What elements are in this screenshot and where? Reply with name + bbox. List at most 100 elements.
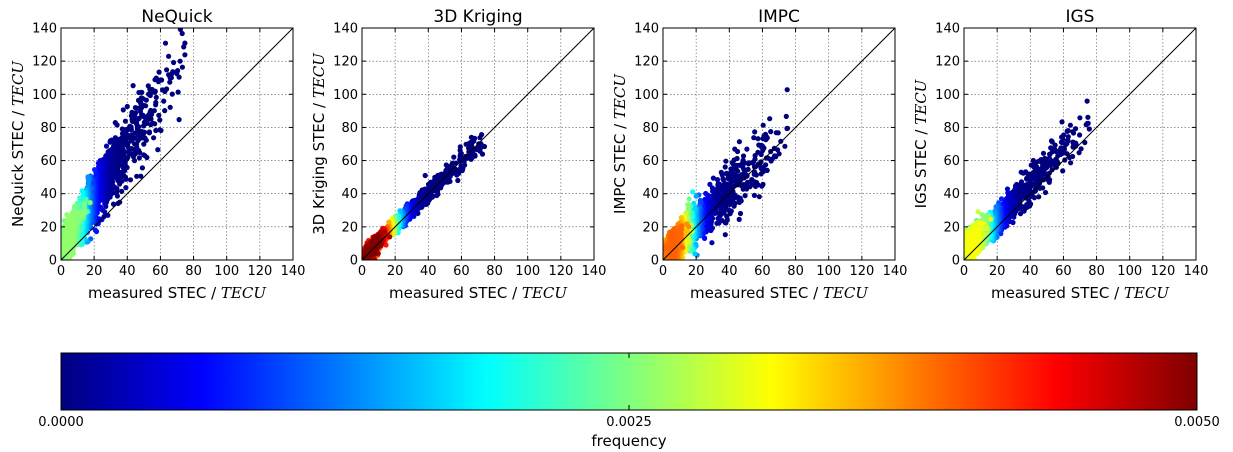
data-point xyxy=(153,102,159,108)
data-point xyxy=(162,40,169,46)
data-point xyxy=(77,195,83,201)
y-axis-unit: TECU xyxy=(9,60,27,106)
data-point xyxy=(744,146,750,152)
data-point xyxy=(136,155,142,161)
data-point xyxy=(422,172,428,179)
y-tick-label: 140 xyxy=(333,22,358,37)
data-point xyxy=(166,72,172,78)
data-point xyxy=(723,158,729,164)
identity-line xyxy=(61,28,293,260)
data-point xyxy=(75,210,81,216)
data-point xyxy=(177,28,183,32)
identity-line xyxy=(362,28,594,260)
y-tick-label: 60 xyxy=(341,154,358,169)
y-tick-label: 60 xyxy=(40,154,57,169)
data-point xyxy=(146,91,152,97)
data-point xyxy=(161,98,167,104)
data-point xyxy=(782,143,788,149)
data-point xyxy=(166,53,172,59)
x-tick-label: 0 xyxy=(358,264,366,279)
data-point xyxy=(752,129,758,135)
scatter-panel-2: 0 20 40 60 80 100 120 140020406080100120140IMPC… xyxy=(611,7,907,302)
data-point xyxy=(160,87,166,93)
x-axis-label-text: measured STEC / xyxy=(88,284,221,302)
data-point xyxy=(457,156,463,162)
data-point xyxy=(182,52,188,58)
data-point xyxy=(131,158,138,164)
data-point xyxy=(740,153,747,159)
data-point xyxy=(141,123,147,129)
data-point xyxy=(134,173,140,179)
data-point xyxy=(119,130,126,137)
data-point xyxy=(382,229,388,235)
data-point xyxy=(434,192,440,199)
data-point xyxy=(443,162,449,168)
data-point xyxy=(92,167,98,173)
x-tick-label: 40 xyxy=(420,264,437,279)
data-point xyxy=(139,165,145,171)
data-point xyxy=(167,79,173,85)
data-point xyxy=(135,97,142,103)
data-point xyxy=(386,219,392,225)
y-tick-label: 120 xyxy=(333,55,358,70)
y-tick-label: 140 xyxy=(32,22,57,37)
data-point xyxy=(363,248,369,254)
data-point xyxy=(369,251,375,257)
x-tick-label: 0 xyxy=(57,264,65,279)
data-point xyxy=(119,126,125,132)
data-point xyxy=(120,107,126,113)
scatter-panel-0: 0 20 40 60 80 100 120 140020406080100120140NeQu… xyxy=(9,7,305,302)
data-point xyxy=(722,164,728,170)
y-tick-label: 20 xyxy=(341,220,358,235)
data-point xyxy=(156,112,162,118)
y-axis-label: NeQuick STEC / TECU xyxy=(9,60,27,227)
data-point xyxy=(156,69,162,75)
data-point xyxy=(119,188,125,194)
data-point xyxy=(718,169,724,175)
y-tick-label: 100 xyxy=(333,88,358,103)
data-points xyxy=(61,28,188,260)
data-point xyxy=(127,177,134,183)
data-point xyxy=(112,135,118,141)
data-point xyxy=(742,193,748,199)
axes-frame xyxy=(361,27,595,261)
data-point xyxy=(457,147,463,153)
data-point xyxy=(721,181,727,187)
y-tick-label: 80 xyxy=(40,121,57,136)
y-axis-label: 3D Kriging STEC / TECU xyxy=(310,52,328,235)
data-point xyxy=(95,160,101,166)
x-tick-label: 140 xyxy=(582,264,607,279)
data-point xyxy=(737,210,744,217)
data-point xyxy=(66,233,72,239)
x-tick-label: 140 xyxy=(281,264,306,279)
data-point xyxy=(773,130,779,136)
data-point xyxy=(729,160,735,166)
data-point xyxy=(177,58,183,64)
x-tick-label: 100 xyxy=(214,264,239,279)
data-point xyxy=(169,91,175,97)
data-point xyxy=(751,164,758,170)
data-point xyxy=(722,232,728,238)
data-point xyxy=(132,105,138,111)
y-tick-label: 0 xyxy=(350,254,358,269)
data-point xyxy=(751,135,757,141)
axes-frame xyxy=(60,27,294,261)
x-tick-label: 80 xyxy=(486,264,503,279)
data-point xyxy=(760,136,766,142)
data-point xyxy=(124,103,130,110)
data-point xyxy=(66,251,72,257)
data-point xyxy=(61,246,64,252)
data-point xyxy=(141,141,147,147)
x-axis-label: measured STEC / TECU xyxy=(88,284,267,302)
x-axis-label: measured STEC / TECU xyxy=(389,284,568,302)
data-point xyxy=(85,174,91,180)
data-point xyxy=(736,216,742,222)
data-point xyxy=(725,176,731,182)
data-point xyxy=(763,155,770,161)
panel-title: 3D Kriging xyxy=(433,7,522,27)
data-point xyxy=(745,166,751,172)
data-point xyxy=(784,87,790,93)
data-point xyxy=(162,108,168,114)
data-point xyxy=(164,67,170,73)
